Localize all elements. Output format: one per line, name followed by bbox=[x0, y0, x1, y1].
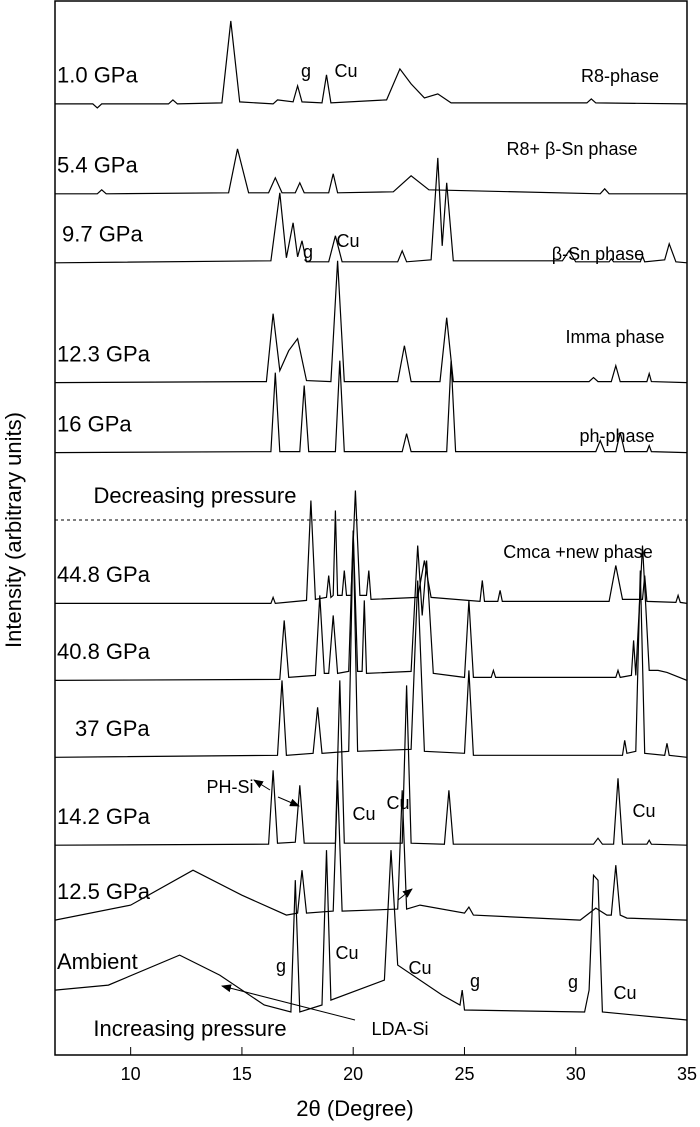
y-axis-label: Intensity (arbitrary units) bbox=[1, 412, 26, 648]
plot-frame bbox=[54, 0, 688, 1056]
x-tick-label: 30 bbox=[566, 1064, 586, 1084]
annotation: PH-Si bbox=[206, 777, 253, 797]
trace bbox=[55, 680, 687, 846]
annotation: Imma phase bbox=[565, 327, 664, 347]
annotation: g bbox=[301, 61, 311, 81]
series-label: 16 GPa bbox=[57, 411, 132, 436]
series-label: 12.5 GPa bbox=[57, 879, 151, 904]
annotation: Increasing pressure bbox=[93, 1016, 286, 1041]
trace bbox=[55, 260, 687, 384]
trace bbox=[55, 20, 687, 109]
annotation: Cu bbox=[335, 943, 358, 963]
x-axis-label: 2θ (Degree) bbox=[296, 1096, 413, 1121]
series-label: 37 GPa bbox=[75, 716, 150, 741]
series-label: 14.2 GPa bbox=[57, 804, 151, 829]
trace bbox=[55, 148, 687, 195]
arrow bbox=[397, 888, 413, 901]
annotation: Cu bbox=[613, 983, 636, 1003]
annotation: Cu bbox=[336, 231, 359, 251]
trace bbox=[55, 530, 687, 681]
series-label: 12.3 GPa bbox=[57, 341, 151, 366]
trace bbox=[55, 157, 687, 264]
annotation: Cu bbox=[334, 61, 357, 81]
series-label: 40.8 GPa bbox=[57, 639, 151, 664]
annotation: Cu bbox=[408, 958, 431, 978]
x-tick-label: 25 bbox=[454, 1064, 474, 1084]
arrow bbox=[253, 779, 271, 791]
annotation: g bbox=[470, 971, 480, 991]
traces bbox=[55, 20, 687, 1021]
annotation: Cu bbox=[352, 804, 375, 824]
x-tick-label: 15 bbox=[232, 1064, 252, 1084]
annotation: ph-phase bbox=[579, 426, 654, 446]
arrow bbox=[221, 984, 356, 1021]
series-label: 9.7 GPa bbox=[62, 222, 143, 247]
x-tick-label: 20 bbox=[343, 1064, 363, 1084]
annotation: Cu bbox=[632, 801, 655, 821]
x-tick-label: 10 bbox=[121, 1064, 141, 1084]
annotation: LDA-Si bbox=[371, 1019, 428, 1039]
annotation: g bbox=[276, 956, 286, 976]
trace bbox=[55, 530, 687, 758]
series-label: 1.0 GPa bbox=[57, 63, 138, 88]
annotation: R8-phase bbox=[581, 66, 659, 86]
series-label: Ambient bbox=[57, 949, 138, 974]
annotation: Decreasing pressure bbox=[94, 483, 297, 508]
trace bbox=[55, 780, 687, 921]
series-label: 5.4 GPa bbox=[57, 153, 138, 178]
annotation: Cu bbox=[386, 793, 409, 813]
arrow bbox=[277, 796, 300, 807]
annotation: g bbox=[568, 972, 578, 992]
trace bbox=[55, 850, 687, 1021]
trace bbox=[55, 360, 687, 454]
annotation: Cmca +new phase bbox=[503, 542, 653, 562]
annotation: g bbox=[303, 242, 313, 262]
annotation: R8+ β-Sn phase bbox=[507, 139, 638, 159]
series-label: 44.8 GPa bbox=[57, 562, 151, 587]
trace bbox=[55, 490, 687, 605]
x-tick-label: 35 bbox=[677, 1064, 697, 1084]
annotation: β-Sn phase bbox=[552, 244, 644, 264]
